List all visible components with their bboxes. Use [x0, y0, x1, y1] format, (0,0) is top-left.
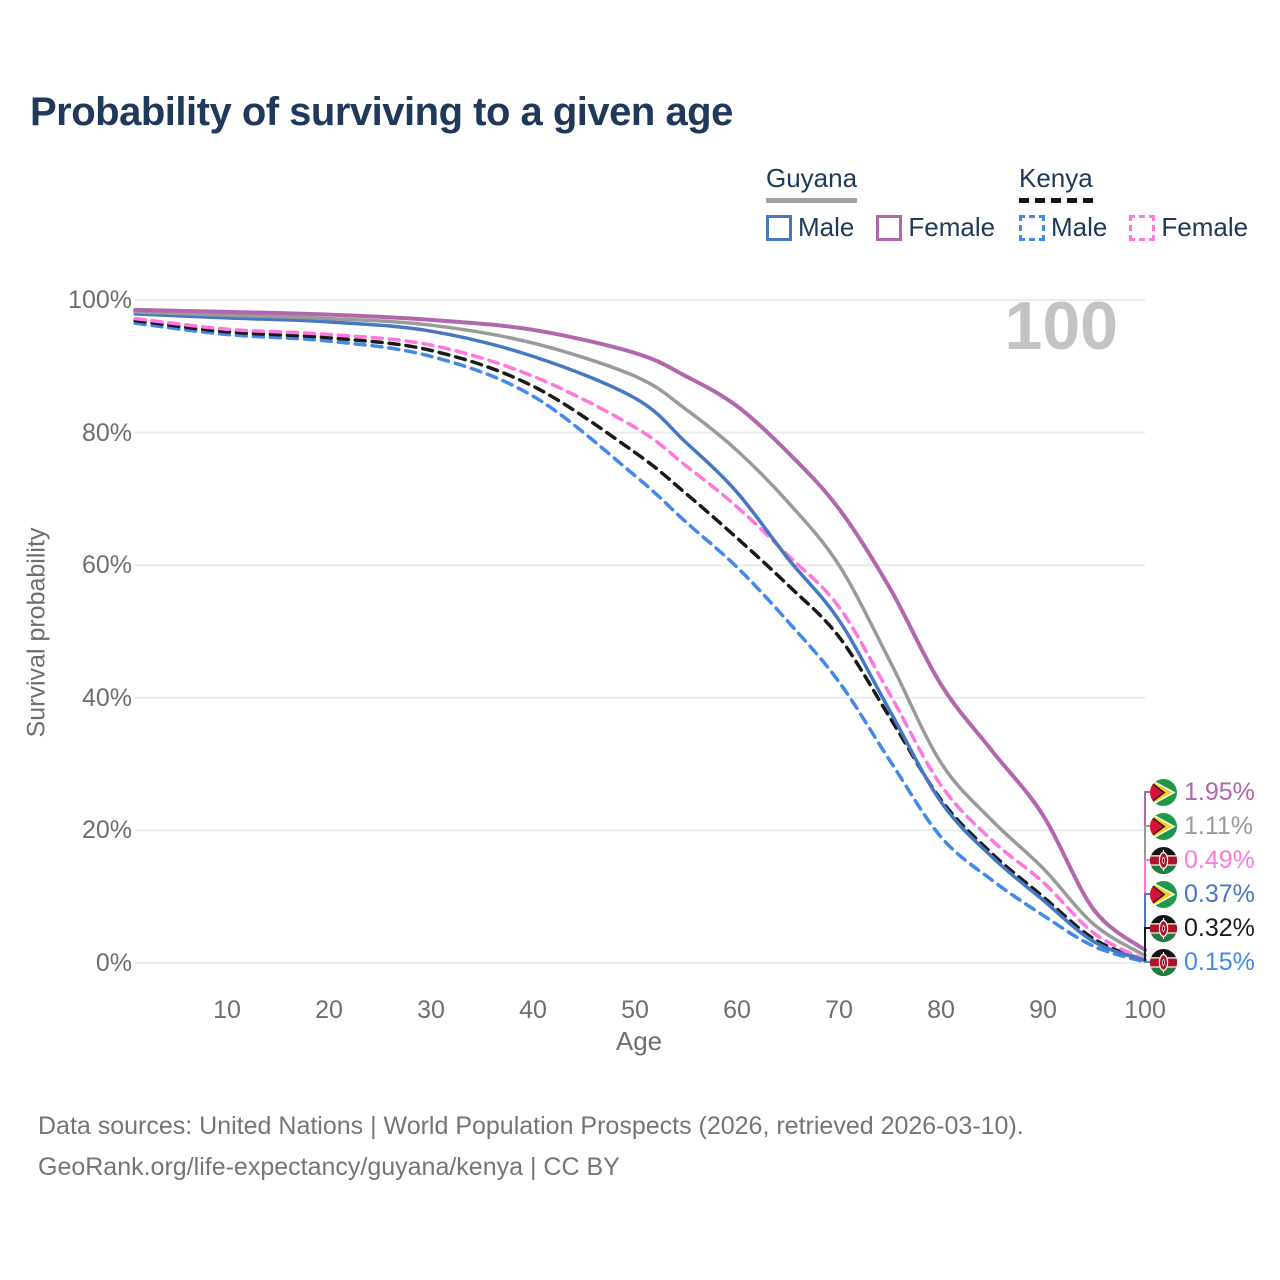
legend-item-label: Female	[908, 212, 996, 242]
kenya-flag	[1150, 846, 1177, 874]
y-tick-label: 100%	[68, 286, 132, 314]
end-label-connector	[1144, 927, 1150, 961]
y-tick-label: 60%	[81, 551, 132, 580]
guyana-female-swatch-icon	[876, 214, 903, 241]
guyana-flag	[1150, 880, 1177, 908]
end-label-value: 0.15%	[1184, 947, 1255, 976]
end-label-value: 0.32%	[1184, 913, 1255, 942]
kenya-flag-icon	[1150, 846, 1177, 874]
curve-kenya	[133, 318, 1147, 963]
legend-country-guyana: Guyana	[766, 163, 858, 203]
legend-item-label: Female	[1161, 212, 1249, 242]
guyana-male-swatch-icon	[766, 214, 792, 241]
kenya-male-swatch-icon	[1019, 214, 1045, 241]
footer-attribution-line: GeoRank.org/life-expectancy/guyana/kenya…	[38, 1152, 620, 1181]
legend-item-label: Male	[1051, 212, 1108, 242]
end-label-row: 0.37%	[1150, 880, 1255, 908]
end-label-row: 1.11%	[1150, 812, 1253, 840]
legend-items-guyana: Male Female	[766, 212, 995, 243]
legend-item-guyana-female: Female	[876, 212, 995, 243]
end-label-row: 0.32%	[1150, 914, 1255, 942]
legend-country-kenya: Kenya	[1019, 163, 1093, 203]
curve-guyana-male	[133, 312, 1147, 963]
x-tick-label: 100	[1124, 996, 1166, 1024]
age-watermark: 100	[1004, 288, 1118, 364]
legend-item-guyana-male: Male	[766, 212, 854, 243]
page-title: Probability of surviving to a given age	[30, 90, 733, 134]
kenya-flag-icon	[1150, 914, 1177, 942]
guyana-flag-icon	[1150, 880, 1177, 908]
end-label-row: 0.49%	[1150, 846, 1255, 874]
legend-item-kenya-female: Female	[1129, 212, 1248, 243]
end-label-row: 1.95%	[1150, 778, 1255, 806]
end-label-value: 0.49%	[1184, 845, 1255, 874]
x-tick-label: 30	[417, 996, 445, 1024]
kenya-flag	[1150, 948, 1177, 976]
y-tick-label: 80%	[81, 418, 132, 447]
x-axis-title: Age	[615, 1026, 663, 1056]
end-label-value: 0.37%	[1184, 879, 1255, 908]
footer-sources-line: Data sources: United Nations | World Pop…	[38, 1112, 1024, 1140]
kenya-flag	[1150, 914, 1177, 942]
guyana-flag	[1150, 812, 1177, 840]
x-tick-label: 80	[927, 996, 955, 1024]
legend-item-label: Male	[798, 212, 855, 242]
x-tick-label: 70	[825, 996, 853, 1024]
guyana-flag	[1150, 778, 1177, 806]
y-tick-label: 0%	[95, 949, 132, 977]
guyana-flag-icon	[1150, 812, 1177, 840]
data-sources-footer: Data sources: United Nations | World Pop…	[38, 1106, 1238, 1187]
curve-guyana-female	[133, 307, 1147, 953]
legend-items-kenya: Male Female	[1019, 212, 1248, 243]
end-label-value: 1.11%	[1184, 811, 1254, 840]
curve-guyana	[133, 310, 1147, 958]
y-axis-title: Survival probability	[22, 527, 51, 738]
guyana-flag-icon	[1150, 778, 1177, 806]
end-label-row: 0.15%	[1150, 948, 1255, 976]
legend-group-kenya: Kenya Male Female	[1019, 163, 1248, 243]
curve-kenya-male	[133, 321, 1147, 964]
curve-kenya-female	[133, 316, 1147, 962]
y-tick-label: 20%	[81, 816, 132, 845]
kenya-flag-icon	[1150, 948, 1177, 976]
end-label-value: 1.95%	[1184, 777, 1255, 806]
x-tick-label: 60	[723, 996, 751, 1024]
x-tick-label: 50	[621, 996, 649, 1024]
kenya-female-swatch-icon	[1129, 214, 1156, 241]
x-tick-label: 10	[213, 996, 241, 1024]
x-tick-label: 40	[519, 996, 547, 1024]
x-tick-label: 20	[315, 996, 343, 1024]
x-tick-label: 90	[1029, 996, 1057, 1024]
legend-item-kenya-male: Male	[1019, 212, 1107, 243]
y-tick-label: 40%	[81, 683, 132, 712]
legend-group-guyana: Guyana Male Female	[766, 163, 995, 243]
